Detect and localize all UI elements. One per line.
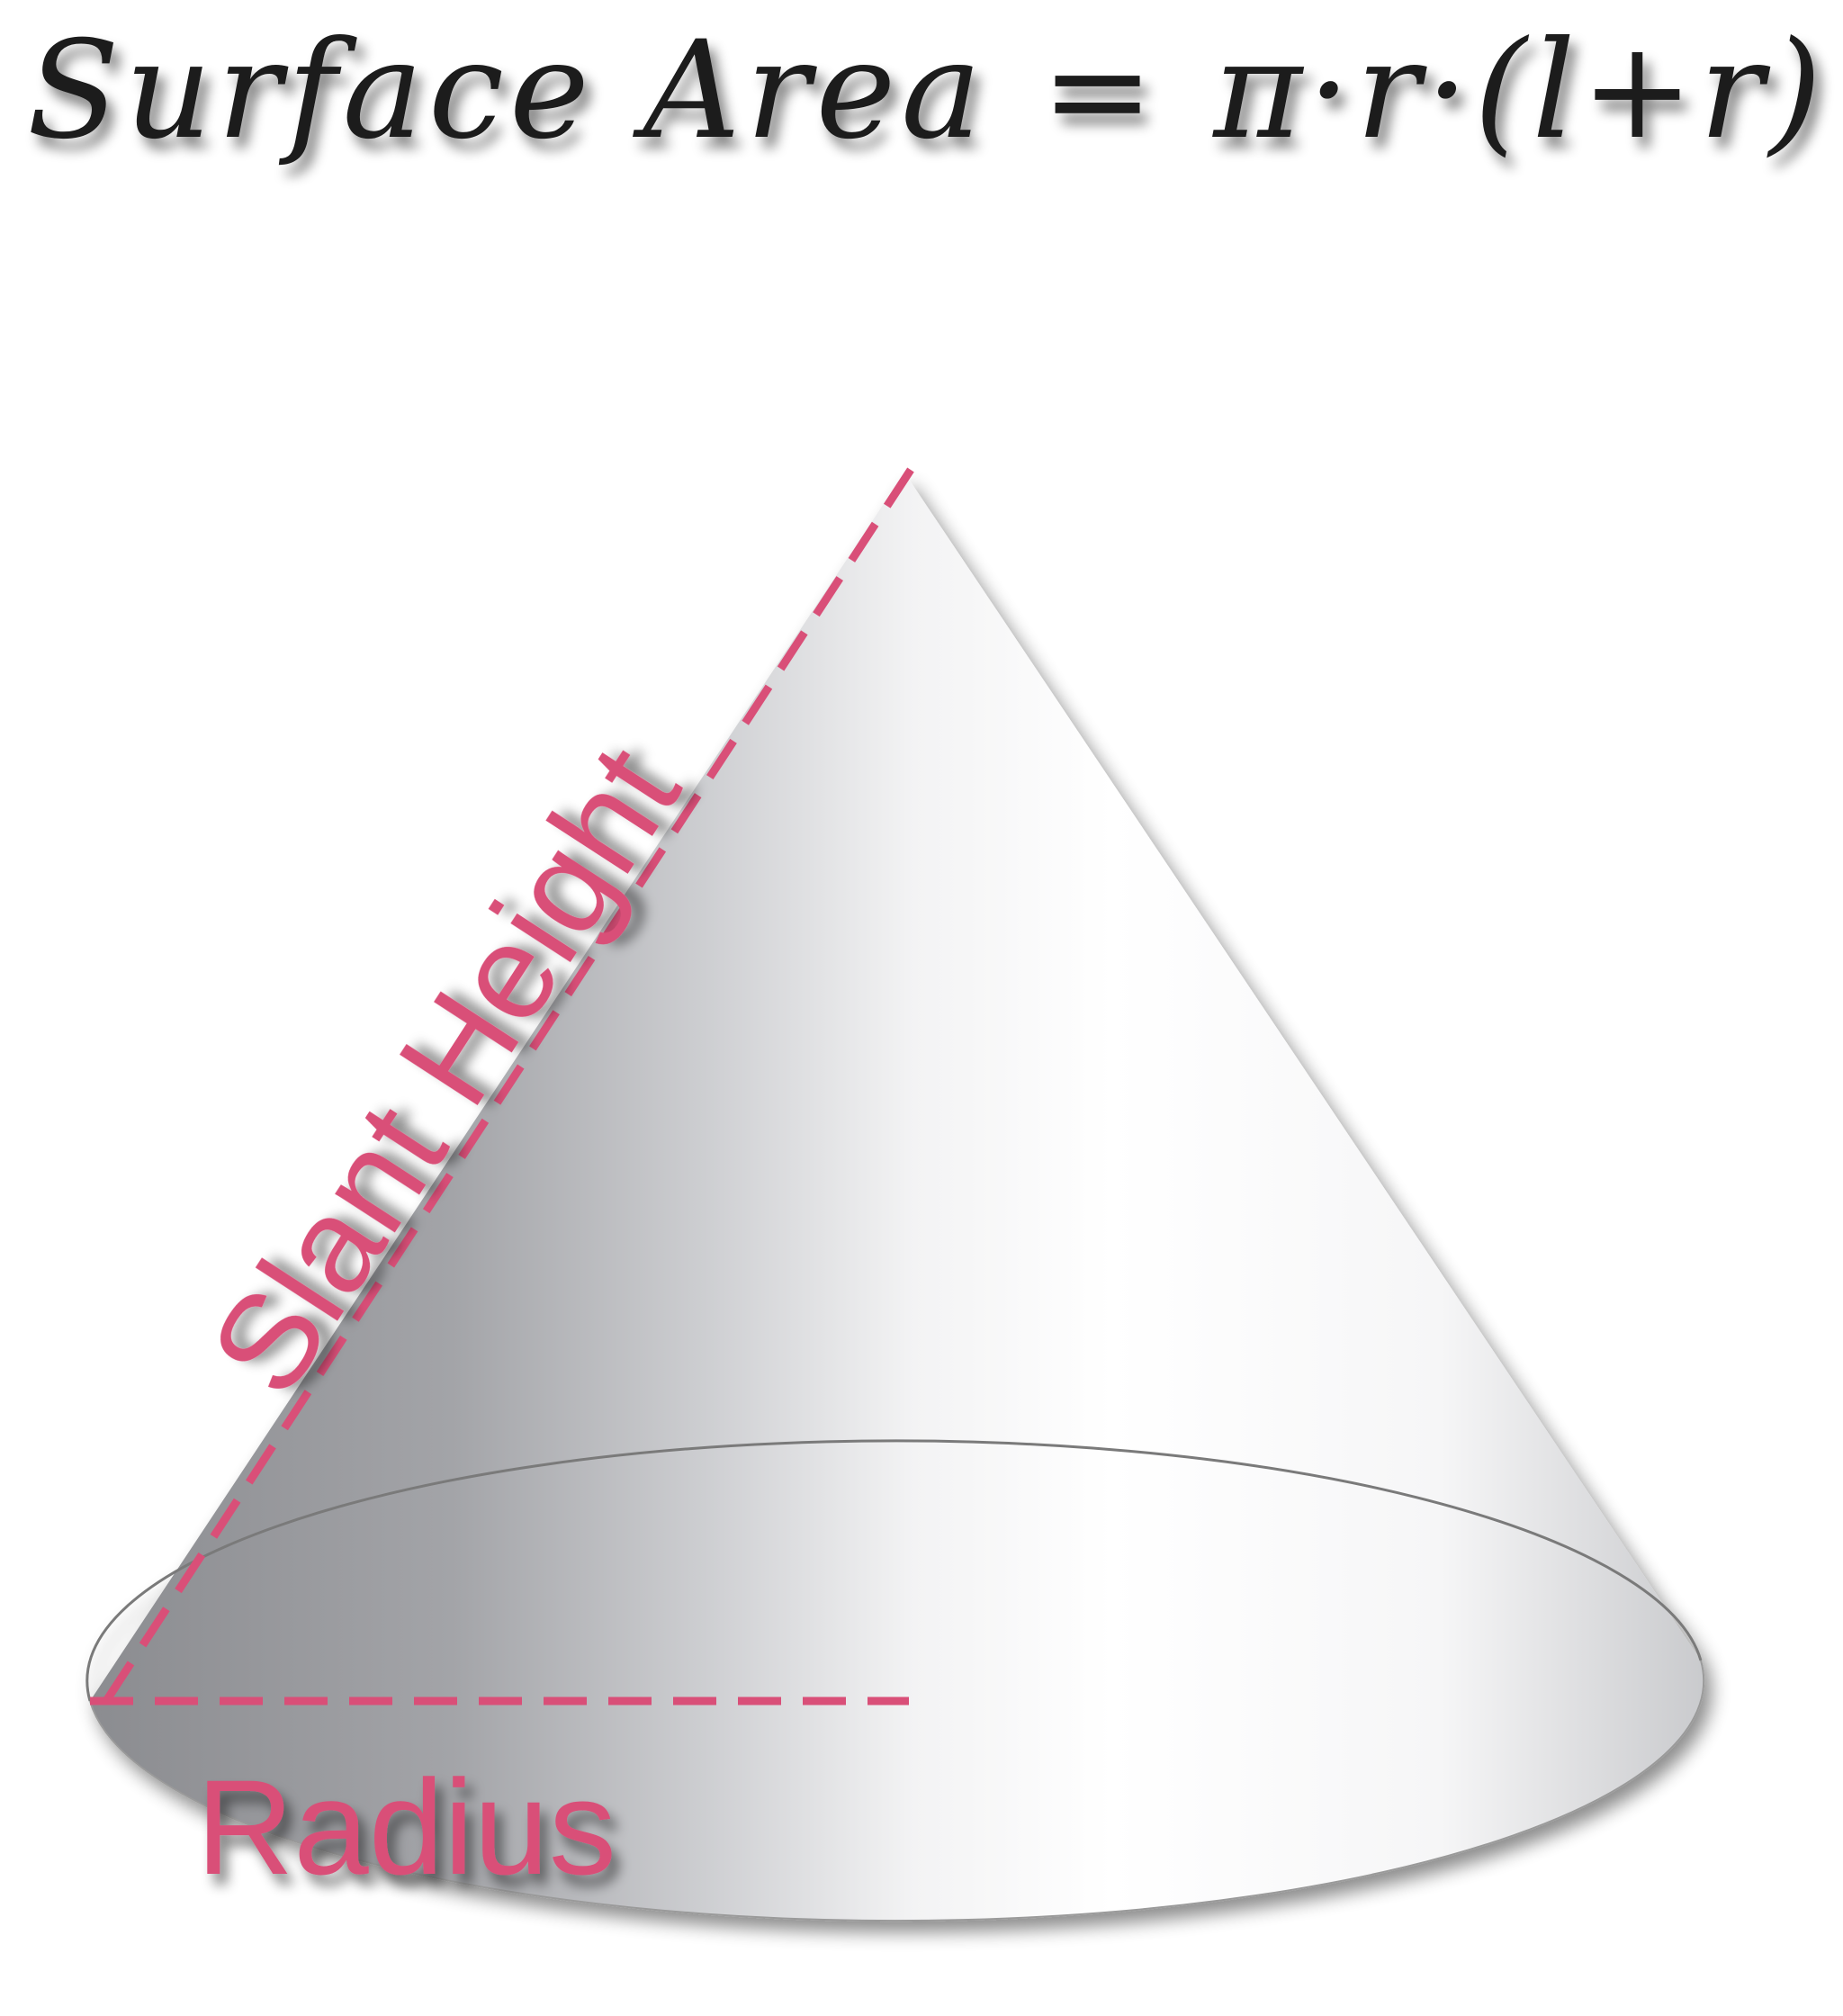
formula-left-side: Surface Area [27, 13, 987, 169]
radius-label: Radius [196, 1751, 616, 1903]
cone-base-back-rim [85, 1439, 1703, 1702]
formula-right-side: π·r·(l+r) [1211, 13, 1827, 169]
formula: Surface Area = π·r·(l+r) [27, 13, 1827, 169]
formula-equals: = [1041, 13, 1160, 169]
cone-body [90, 472, 1704, 1922]
cone [85, 472, 1705, 1922]
cone-base-front-rim [89, 1660, 1705, 1922]
slant-height-dashed-line [103, 467, 914, 1704]
